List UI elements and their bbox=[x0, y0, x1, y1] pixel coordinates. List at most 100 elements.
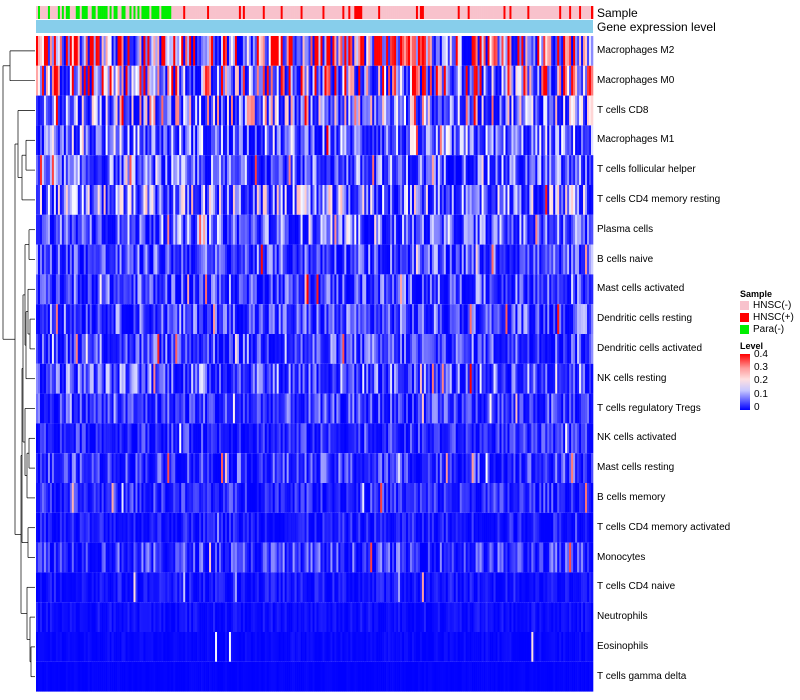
heatmap-cell bbox=[105, 453, 108, 483]
heatmap-cell bbox=[493, 483, 496, 513]
heatmap-cell bbox=[439, 65, 443, 96]
heatmap-cell bbox=[455, 393, 459, 424]
heatmap-cell bbox=[209, 214, 212, 245]
heatmap-cell bbox=[236, 363, 240, 394]
heatmap-cell bbox=[258, 65, 262, 96]
heatmap-cell bbox=[535, 185, 538, 215]
heatmap-cell bbox=[356, 304, 359, 334]
heatmap-cell bbox=[322, 185, 325, 215]
heatmap-cell bbox=[304, 512, 307, 543]
heatmap-cell bbox=[308, 65, 311, 96]
heatmap-cell bbox=[364, 65, 367, 96]
heatmap-cell bbox=[499, 453, 502, 483]
heatmap-cell bbox=[360, 214, 363, 245]
heatmap-cell bbox=[296, 393, 299, 424]
heatmap-cell bbox=[439, 244, 443, 275]
heatmap-cell bbox=[429, 483, 433, 513]
heatmap-cell bbox=[127, 125, 130, 156]
heatmap-cell bbox=[248, 155, 252, 185]
heatmap-cell bbox=[551, 185, 554, 215]
heatmap-cell bbox=[382, 483, 385, 513]
heatmap-cell bbox=[55, 363, 59, 394]
heatmap-cell bbox=[240, 274, 244, 305]
heatmap-cell bbox=[153, 185, 156, 215]
heatmap-cell bbox=[181, 363, 184, 394]
heatmap-cell bbox=[37, 483, 41, 513]
heatmap-cell bbox=[443, 214, 447, 245]
heatmap-cell bbox=[129, 274, 132, 305]
sample-annotation-cell bbox=[336, 6, 339, 19]
heatmap-cell bbox=[248, 65, 252, 96]
heatmap-cell bbox=[565, 185, 568, 215]
heatmap-cell bbox=[437, 36, 441, 66]
heatmap-cell bbox=[155, 244, 158, 275]
heatmap-cell bbox=[423, 393, 427, 424]
heatmap-cell bbox=[449, 274, 453, 305]
heatmap-cell bbox=[221, 214, 224, 245]
heatmap-cell bbox=[179, 214, 182, 245]
heatmap-cell bbox=[471, 125, 474, 156]
heatmap-cell bbox=[45, 185, 49, 215]
heatmap-cell bbox=[565, 453, 568, 483]
heatmap-cell bbox=[316, 334, 319, 364]
sample-annotation-cell bbox=[270, 6, 274, 19]
heatmap-cell bbox=[475, 512, 478, 543]
sample-annotation-cell bbox=[107, 6, 110, 19]
sample-annotation-cell bbox=[591, 6, 594, 19]
sample-annotation-cell bbox=[187, 6, 190, 19]
heatmap-cell bbox=[445, 214, 449, 245]
heatmap-cell bbox=[211, 483, 214, 513]
heatmap-cell bbox=[71, 483, 75, 513]
heatmap-cell bbox=[121, 512, 124, 543]
heatmap-cell bbox=[533, 214, 536, 245]
heatmap-cell bbox=[457, 65, 461, 96]
sample-annotation-cell bbox=[171, 6, 174, 19]
heatmap-cell bbox=[457, 274, 461, 305]
heatmap-cell bbox=[557, 185, 560, 215]
heatmap-cell bbox=[417, 214, 421, 245]
heatmap-cell bbox=[553, 155, 556, 185]
heatmap-cell bbox=[217, 423, 220, 454]
heatmap-cell bbox=[270, 95, 274, 126]
heatmap-cell bbox=[541, 393, 544, 424]
heatmap-cell bbox=[579, 185, 582, 215]
heatmap-cell bbox=[324, 512, 327, 543]
heatmap-cell bbox=[485, 274, 488, 305]
heatmap-cell bbox=[374, 65, 377, 96]
heatmap-cell bbox=[370, 334, 373, 364]
heatmap-cell bbox=[37, 244, 41, 275]
heatmap-cell bbox=[433, 393, 437, 424]
heatmap-cell bbox=[575, 214, 578, 245]
heatmap-cell bbox=[344, 155, 347, 185]
heatmap-cell bbox=[509, 185, 512, 215]
heatmap-cell bbox=[121, 155, 124, 185]
heatmap-cell bbox=[300, 36, 303, 66]
heatmap-cell bbox=[77, 512, 81, 543]
heatmap-cell bbox=[441, 274, 445, 305]
heatmap-cell bbox=[75, 512, 79, 543]
heatmap-cell bbox=[431, 125, 435, 156]
heatmap-cell bbox=[513, 65, 516, 96]
heatmap-cell bbox=[388, 65, 391, 96]
heatmap-cell bbox=[83, 334, 87, 364]
heatmap-cell bbox=[133, 65, 136, 96]
heatmap-cell bbox=[419, 65, 423, 96]
heatmap-cell bbox=[529, 244, 532, 275]
heatmap-cell bbox=[209, 453, 212, 483]
heatmap-cell bbox=[161, 453, 164, 483]
heatmap-cell bbox=[181, 185, 184, 215]
heatmap-cell bbox=[376, 512, 379, 543]
heatmap-cell bbox=[437, 393, 441, 424]
heatmap-cell bbox=[342, 214, 345, 245]
heatmap-cell bbox=[589, 334, 592, 364]
heatmap-cell bbox=[417, 423, 421, 454]
heatmap-cell bbox=[322, 334, 325, 364]
heatmap-cell bbox=[153, 363, 156, 394]
sample-annotation-cell bbox=[69, 6, 73, 19]
heatmap-cell bbox=[47, 423, 51, 454]
heatmap-cell bbox=[286, 304, 289, 334]
heatmap-cell bbox=[394, 453, 397, 483]
heatmap-cell bbox=[499, 95, 502, 126]
heatmap-cell bbox=[85, 95, 89, 126]
heatmap-cell bbox=[282, 483, 285, 513]
